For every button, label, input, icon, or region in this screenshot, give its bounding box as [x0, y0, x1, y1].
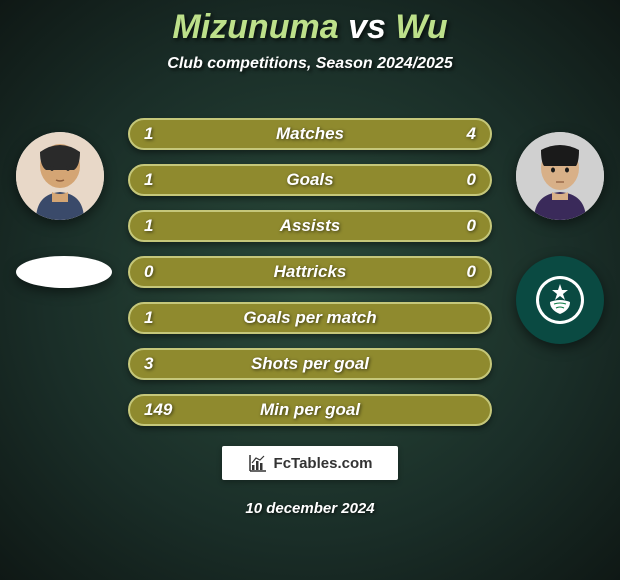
stat-value-right: 0 — [467, 262, 476, 282]
stat-row: 1 Goals 0 — [128, 164, 492, 196]
player1-club-badge — [16, 256, 112, 288]
chart-icon — [248, 453, 268, 473]
comparison-title: Mizunuma vs Wu — [0, 0, 620, 47]
player2-portrait-icon — [516, 132, 604, 220]
logo-text: FcTables.com — [274, 455, 373, 472]
player1-portrait-icon — [16, 132, 104, 220]
stat-value-right: 0 — [467, 216, 476, 236]
stat-label: Assists — [130, 216, 490, 236]
stat-row: 1 Goals per match — [128, 302, 492, 334]
stat-row: 1 Assists 0 — [128, 210, 492, 242]
player2-name: Wu — [395, 8, 447, 46]
stat-label: Goals per match — [130, 308, 490, 328]
date-text: 10 december 2024 — [0, 500, 620, 517]
stats-container: 1 Matches 4 1 Goals 0 1 Assists 0 0 Hatt… — [128, 118, 492, 440]
source-logo: FcTables.com — [222, 446, 398, 480]
player1-name: Mizunuma — [172, 8, 338, 46]
subtitle: Club competitions, Season 2024/2025 — [0, 55, 620, 73]
stat-value-right: 0 — [467, 170, 476, 190]
stat-label: Shots per goal — [130, 354, 490, 374]
stat-row: 0 Hattricks 0 — [128, 256, 492, 288]
stat-row: 1 Matches 4 — [128, 118, 492, 150]
player1-avatar — [16, 132, 104, 220]
stat-label: Goals — [130, 170, 490, 190]
player2-avatar — [516, 132, 604, 220]
stat-label: Matches — [130, 124, 490, 144]
stat-value-right: 4 — [467, 124, 476, 144]
stat-row: 149 Min per goal — [128, 394, 492, 426]
player2-club-badge — [516, 256, 604, 344]
stat-label: Min per goal — [130, 400, 490, 420]
stat-row: 3 Shots per goal — [128, 348, 492, 380]
club-crest-icon — [534, 274, 586, 326]
stat-label: Hattricks — [130, 262, 490, 282]
vs-text: vs — [348, 8, 386, 46]
